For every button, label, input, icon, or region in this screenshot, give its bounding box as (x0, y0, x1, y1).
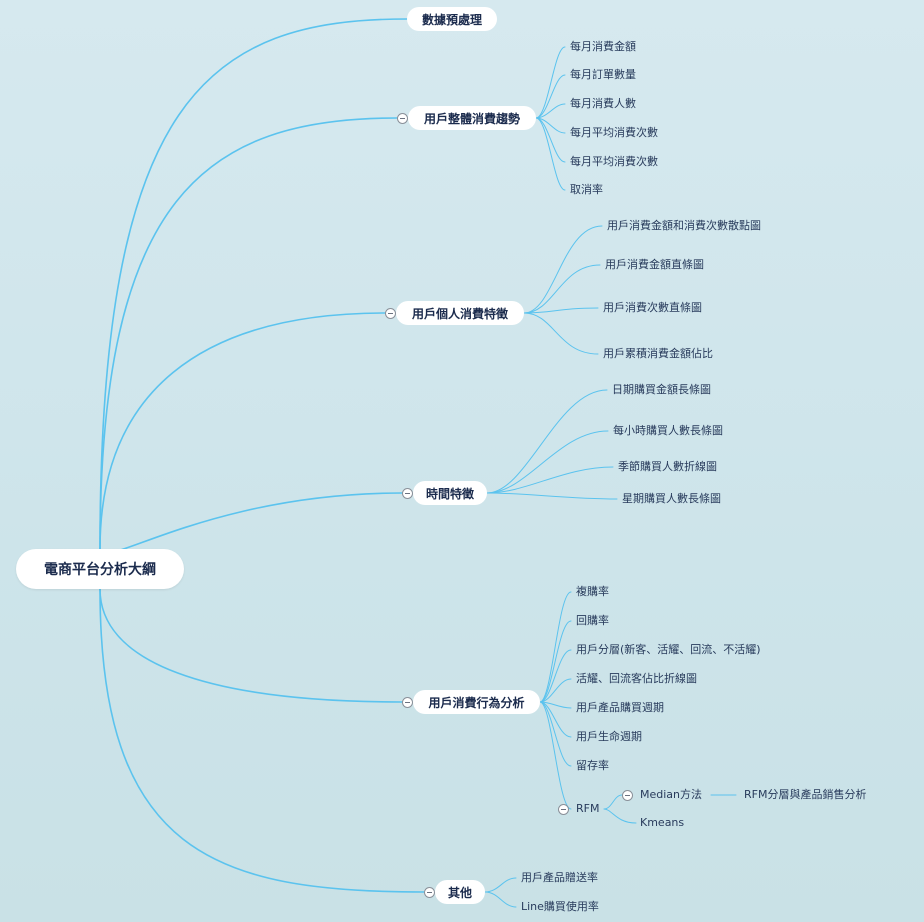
child-connector (523, 307, 599, 314)
child-connector (539, 678, 572, 703)
leaf-item[interactable]: 每月訂單數量 (570, 68, 636, 81)
leaf-item[interactable]: 用戶消費金額直條圖 (605, 258, 704, 271)
child-connector (539, 591, 572, 703)
child-connector (523, 312, 599, 355)
leaf-item-rfm-segment[interactable]: RFM分層與產品銷售分析 (744, 788, 867, 801)
child-connector (535, 46, 566, 119)
child-connector (484, 891, 517, 908)
leaf-item[interactable]: Line購買使用率 (521, 900, 599, 913)
leaf-item[interactable]: 用戶生命週期 (576, 730, 642, 743)
leaf-item[interactable]: 用戶分層(新客、活耀、回流、不活耀) (576, 643, 761, 656)
child-connector (535, 74, 566, 119)
leaf-item[interactable]: 用戶累積消費金額佔比 (603, 347, 713, 360)
leaf-item[interactable]: 用戶消費次數直條圖 (603, 301, 702, 314)
root-connector (99, 588, 425, 893)
leaf-item[interactable]: 活耀、回流客佔比折線圖 (576, 672, 697, 685)
leaf-item[interactable]: 每月消費人數 (570, 97, 636, 110)
child-connector (539, 649, 572, 703)
child-connector (486, 430, 609, 494)
collapse-toggle-icon[interactable] (622, 790, 633, 801)
branch-other[interactable]: 其他 (435, 880, 485, 904)
child-connector (486, 466, 614, 494)
child-connector (535, 117, 566, 191)
child-connector (486, 389, 608, 494)
root-node[interactable]: 電商平台分析大綱 (16, 549, 184, 589)
leaf-item[interactable]: 星期購買人數長條圖 (622, 492, 721, 505)
collapse-toggle-icon[interactable] (402, 697, 413, 708)
branch-consumption-behavior[interactable]: 用戶消費行為分析 (413, 690, 540, 714)
collapse-toggle-icon[interactable] (397, 113, 408, 124)
child-connector (535, 103, 566, 119)
leaf-item[interactable]: 每月平均消費次數 (570, 126, 658, 139)
child-connector (539, 620, 572, 703)
leaf-item[interactable]: 用戶消費金額和消費次數散點圖 (607, 219, 761, 232)
collapse-toggle-icon[interactable] (424, 887, 435, 898)
leaf-item[interactable]: 日期購買金額長條圖 (612, 383, 711, 396)
collapse-toggle-icon[interactable] (385, 308, 396, 319)
branch-time-features[interactable]: 時間特徵 (413, 481, 487, 505)
leaf-item-kmeans[interactable]: Kmeans (640, 816, 685, 829)
leaf-item[interactable]: 取消率 (570, 183, 603, 196)
branch-data-preprocessing[interactable]: 數據預處理 (407, 7, 497, 31)
leaf-item[interactable]: 留存率 (576, 759, 609, 772)
child-connector (484, 877, 517, 893)
leaf-item[interactable]: 每月消費金額 (570, 40, 636, 53)
leaf-item[interactable]: 每小時購買人數長條圖 (613, 424, 723, 437)
child-connector (523, 264, 601, 314)
branch-overall-trend[interactable]: 用戶整體消費趨勢 (408, 106, 536, 130)
child-connector (539, 701, 572, 767)
leaf-item-median[interactable]: Median方法 (640, 788, 703, 801)
leaf-item[interactable]: 每月平均消費次數 (570, 155, 658, 168)
child-connector (603, 808, 637, 824)
leaf-item-rfm[interactable]: RFM (576, 802, 600, 815)
branch-personal-consumption[interactable]: 用戶個人消費特徵 (396, 301, 524, 325)
child-connector (523, 225, 603, 314)
leaf-item[interactable]: 複購率 (576, 585, 609, 598)
collapse-toggle-icon[interactable] (402, 488, 413, 499)
leaf-item[interactable]: 用戶產品贈送率 (521, 871, 598, 884)
leaf-item[interactable]: 回購率 (576, 614, 609, 627)
root-connector (99, 588, 403, 703)
child-connector (486, 492, 618, 500)
leaf-item[interactable]: 用戶產品購買週期 (576, 701, 664, 714)
root-connector (99, 312, 386, 550)
child-connector (603, 794, 623, 810)
child-connector (539, 701, 572, 810)
root-connector (99, 18, 408, 550)
root-connector (99, 492, 403, 555)
collapse-toggle-icon[interactable] (558, 804, 569, 815)
root-connector (99, 117, 398, 550)
leaf-item[interactable]: 季節購買人數折線圖 (618, 460, 717, 473)
